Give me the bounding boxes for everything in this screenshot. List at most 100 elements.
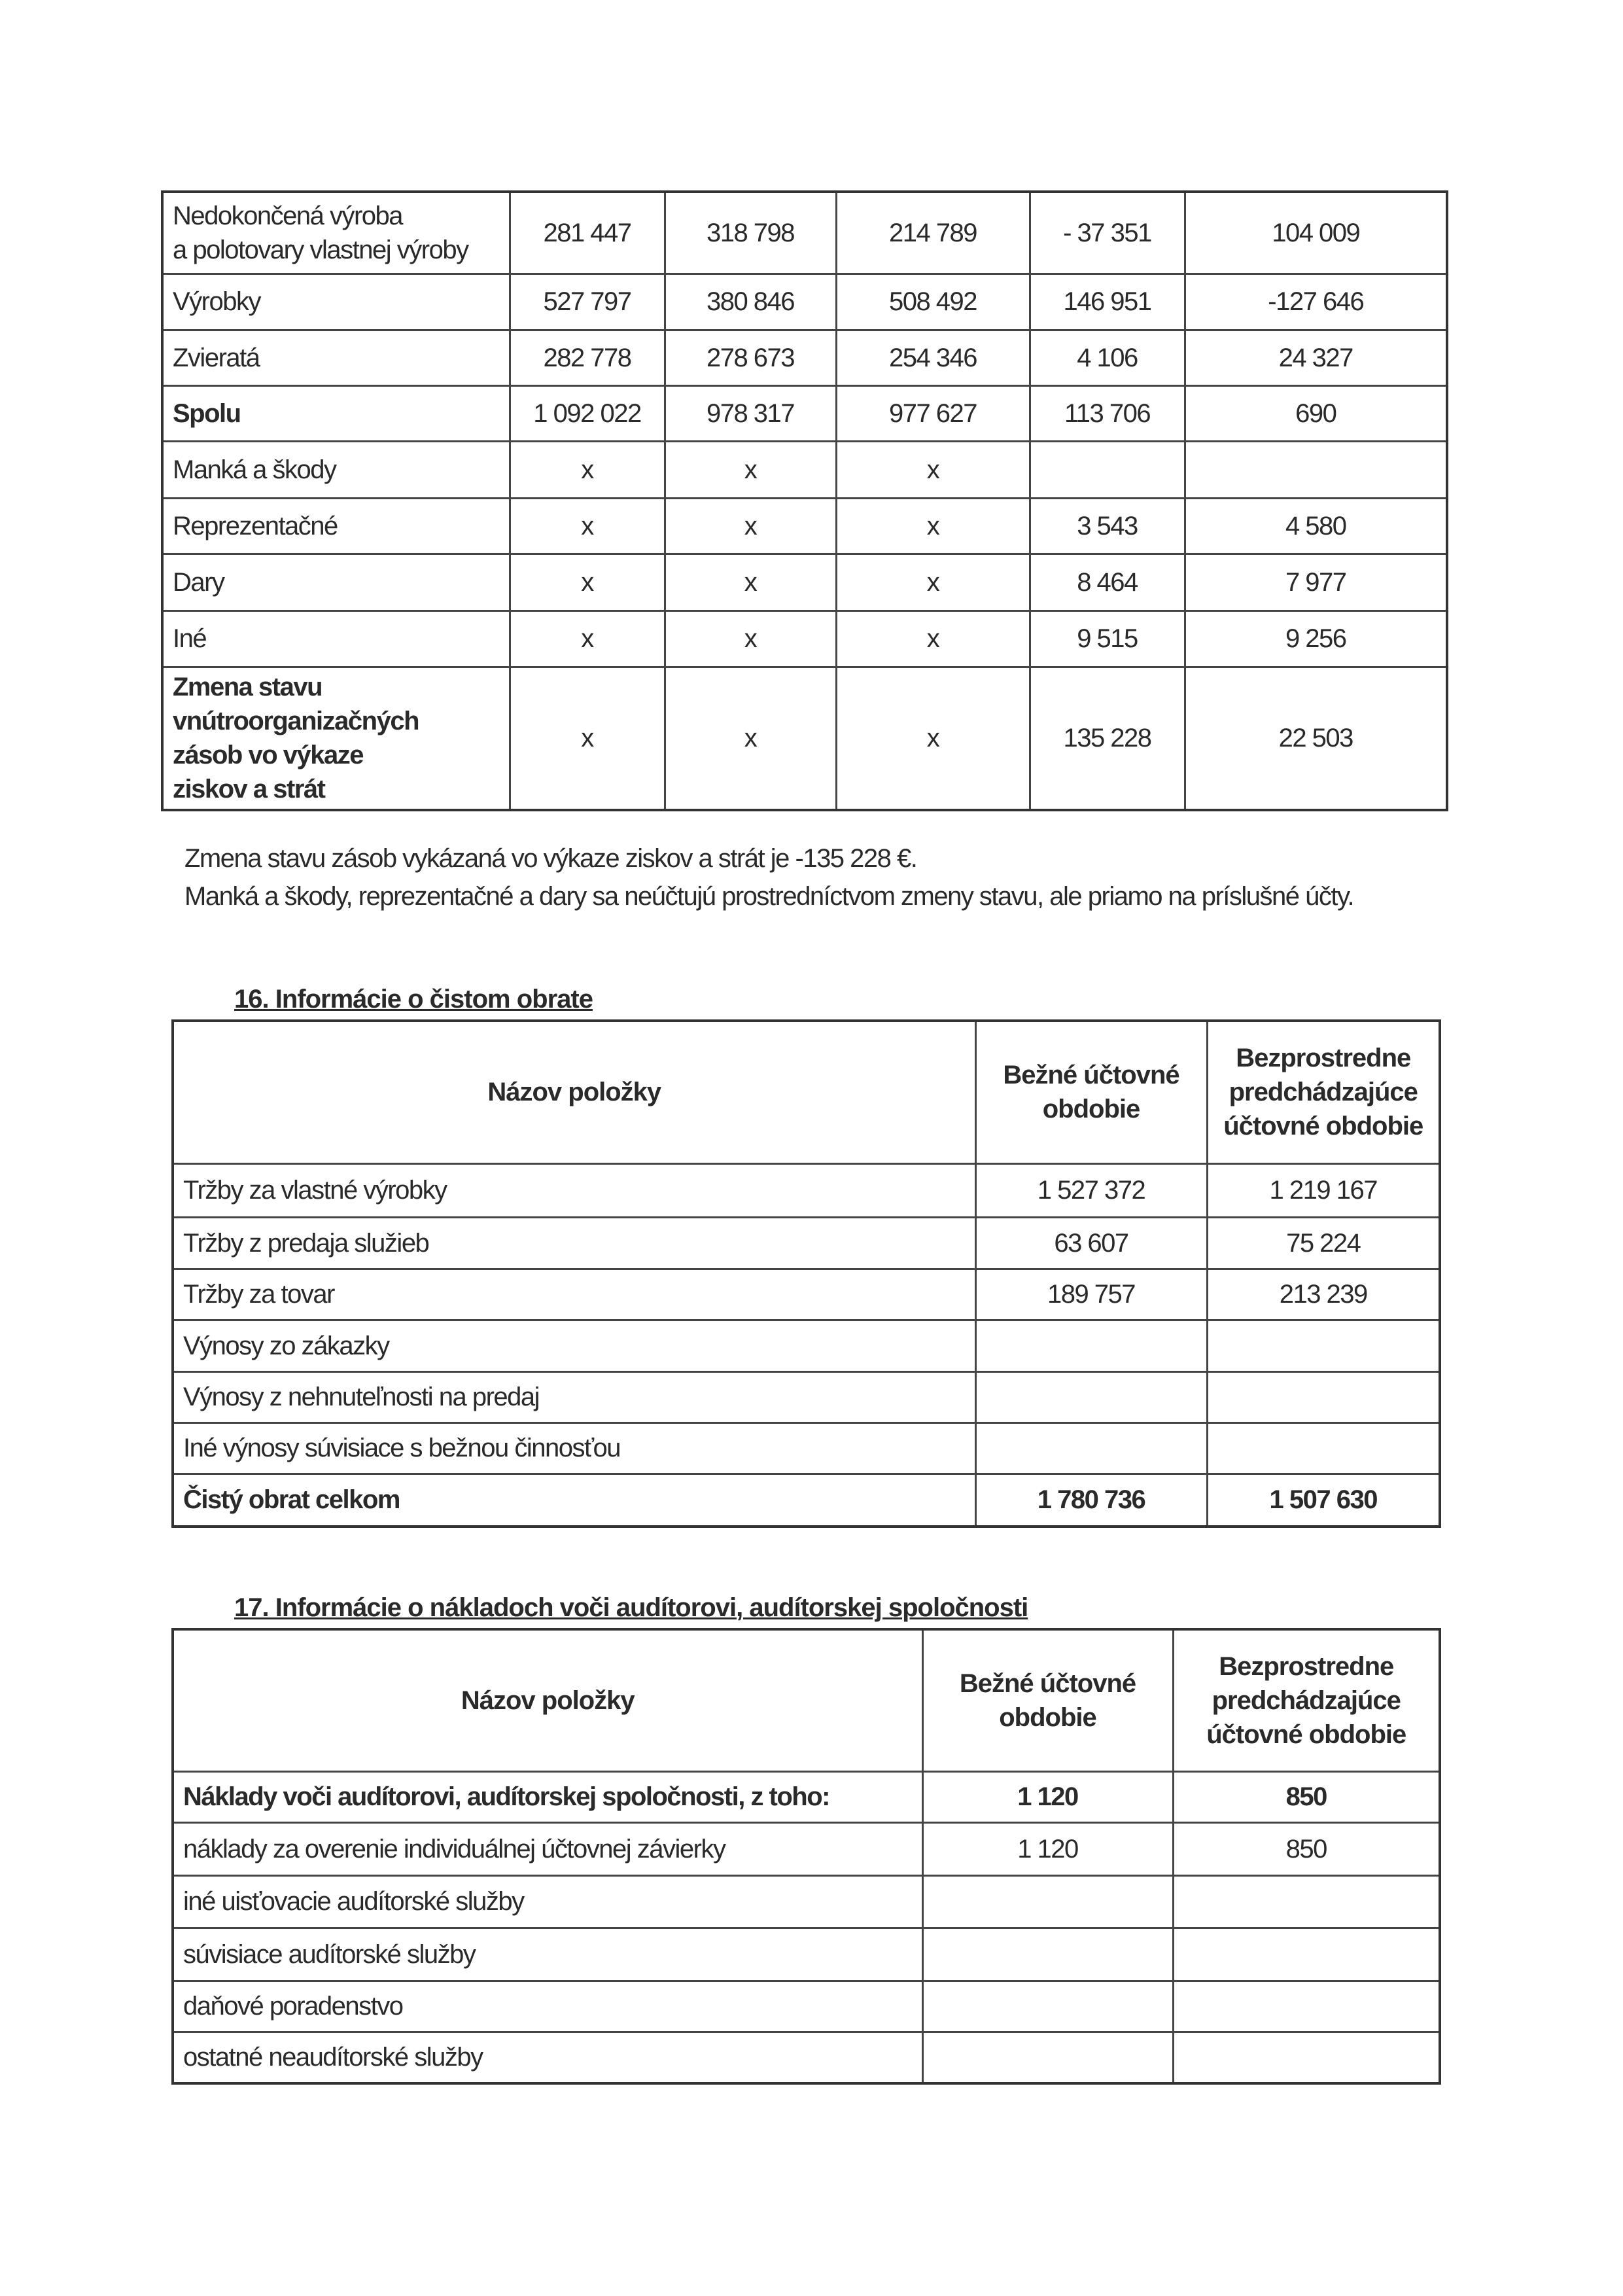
table-row: Spolu 1 092 022 978 317 977 627 113 706 690 <box>161 384 1448 442</box>
row-label: Výrobky <box>161 272 511 331</box>
value-cell: 282 778 <box>508 328 666 387</box>
value-cell: 380 846 <box>663 272 837 331</box>
value-cell <box>921 1874 1174 1929</box>
value-cell <box>1206 1370 1441 1424</box>
value-cell: x <box>508 497 666 555</box>
row-label: Zmena stavu vnútroorganizačných zásob vo… <box>161 665 511 811</box>
value-cell: 281 447 <box>508 190 666 275</box>
value-cell <box>1028 440 1186 499</box>
note-inventory-change: Zmena stavu zásob vykázaná vo výkaze zis… <box>184 844 918 873</box>
value-cell: 4 106 <box>1028 328 1186 387</box>
value-cell: x <box>663 665 837 811</box>
row-label: Nedokončená výroba a polotovary vlastnej… <box>161 190 511 275</box>
table-row: Reprezentačné x x x 3 543 4 580 <box>161 497 1448 555</box>
row-label: Tržby za tovar <box>171 1267 977 1321</box>
row-label: náklady za overenie individuálnej účtovn… <box>171 1821 924 1877</box>
section-17-heading: 17. Informácie o nákladoch voči audítoro… <box>234 1593 1028 1622</box>
value-cell: 9 256 <box>1183 609 1448 668</box>
value-cell <box>1183 440 1448 499</box>
note-shortages: Manká a škody, reprezentačné a dary sa n… <box>184 882 1355 911</box>
row-label: Tržby z predaja služieb <box>171 1216 977 1270</box>
row-label: Spolu <box>161 384 511 442</box>
value-cell: 189 757 <box>974 1267 1208 1321</box>
table-row: Manká a škody x x x <box>161 440 1448 499</box>
value-cell: x <box>835 552 1031 612</box>
row-label: iné uisťovacie audítorské služby <box>171 1874 924 1929</box>
column-header: Bezprostredne predchádzajúce účtovné obd… <box>1172 1628 1441 1773</box>
table-row: Čistý obrat celkom 1 780 736 1 507 630 <box>171 1472 1441 1528</box>
value-cell: x <box>663 609 837 668</box>
value-cell: 9 515 <box>1028 609 1186 668</box>
value-cell: 22 503 <box>1183 665 1448 811</box>
value-cell <box>974 1370 1208 1424</box>
table-row: súvisiace audítorské služby <box>171 1926 1441 1982</box>
table-row: Tržby za vlastné výrobky 1 527 372 1 219 1… <box>171 1162 1441 1218</box>
table-row: Dary x x x 8 464 7 977 <box>161 552 1448 612</box>
value-cell <box>1172 1979 1441 2033</box>
value-cell: x <box>508 440 666 499</box>
row-label: Dary <box>161 552 511 612</box>
value-cell: -127 646 <box>1183 272 1448 331</box>
value-cell: x <box>835 609 1031 668</box>
row-label: ostatné neaudítorské služby <box>171 2030 924 2085</box>
value-cell <box>1206 1421 1441 1475</box>
value-cell <box>974 1421 1208 1475</box>
column-header: Bežné účtovné obdobie <box>921 1628 1174 1773</box>
value-cell: 135 228 <box>1028 665 1186 811</box>
value-cell: 1 219 167 <box>1206 1162 1441 1218</box>
value-cell: x <box>508 552 666 612</box>
value-cell <box>974 1318 1208 1373</box>
section-16-heading: 16. Informácie o čistom obrate <box>234 985 593 1014</box>
value-cell: 1 507 630 <box>1206 1472 1441 1528</box>
table-row: Tržby za tovar 189 757 213 239 <box>171 1267 1441 1321</box>
column-header: Bežné účtovné obdobie <box>974 1019 1208 1165</box>
value-cell: 104 009 <box>1183 190 1448 275</box>
row-label: Manká a škody <box>161 440 511 499</box>
value-cell: x <box>663 552 837 612</box>
value-cell <box>921 2030 1174 2085</box>
table-row: Nedokončená výroba a polotovary vlastnej… <box>161 190 1448 275</box>
row-label: súvisiace audítorské služby <box>171 1926 924 1982</box>
value-cell: 850 <box>1172 1821 1441 1877</box>
table-row: Iné x x x 9 515 9 256 <box>161 609 1448 668</box>
value-cell: 1 120 <box>921 1770 1174 1824</box>
value-cell: x <box>508 665 666 811</box>
value-cell: 113 706 <box>1028 384 1186 442</box>
value-cell: 4 580 <box>1183 497 1448 555</box>
table-row: Výnosy zo zákazky <box>171 1318 1441 1373</box>
value-cell: 254 346 <box>835 328 1031 387</box>
value-cell <box>1172 1926 1441 1982</box>
header-row: Názov položky Bežné účtovné obdobie Bezpro… <box>171 1019 1441 1165</box>
value-cell: 850 <box>1172 1770 1441 1824</box>
value-cell: 1 780 736 <box>974 1472 1208 1528</box>
row-label: Zvieratá <box>161 328 511 387</box>
value-cell <box>921 1926 1174 1982</box>
row-label: daňové poradenstvo <box>171 1979 924 2033</box>
row-label: Reprezentačné <box>161 497 511 555</box>
row-label: Výnosy zo zákazky <box>171 1318 977 1373</box>
value-cell: 527 797 <box>508 272 666 331</box>
net-turnover-table: Názov položky Bežné účtovné obdobie Bezpro… <box>171 1019 1441 1528</box>
value-cell: x <box>663 497 837 555</box>
table-row: Zmena stavu vnútroorganizačných zásob vo… <box>161 665 1448 811</box>
value-cell: 24 327 <box>1183 328 1448 387</box>
value-cell: 1 120 <box>921 1821 1174 1877</box>
column-header: Bezprostredne predchádzajúce účtovné obd… <box>1206 1019 1441 1165</box>
value-cell: 214 789 <box>835 190 1031 275</box>
value-cell: 63 607 <box>974 1216 1208 1270</box>
value-cell: 977 627 <box>835 384 1031 442</box>
table-row: Výnosy z nehnuteľnosti na predaj <box>171 1370 1441 1424</box>
value-cell: x <box>835 665 1031 811</box>
table-row: daňové poradenstvo <box>171 1979 1441 2033</box>
value-cell: 1 527 372 <box>974 1162 1208 1218</box>
value-cell: 146 951 <box>1028 272 1186 331</box>
table-row: ostatné neaudítorské služby <box>171 2030 1441 2085</box>
row-label: Tržby za vlastné výrobky <box>171 1162 977 1218</box>
header-row: Názov položky Bežné účtovné obdobie Bezpro… <box>171 1628 1441 1773</box>
inventory-change-table: Nedokončená výroba a polotovary vlastnej… <box>161 190 1448 811</box>
row-label: Iné <box>161 609 511 668</box>
row-label: Iné výnosy súvisiace s bežnou činnosťou <box>171 1421 977 1475</box>
value-cell <box>921 1979 1174 2033</box>
table-row: náklady za overenie individuálnej účtovn… <box>171 1821 1441 1877</box>
auditor-costs-table: Názov položky Bežné účtovné obdobie Bezpro… <box>171 1628 1441 2085</box>
